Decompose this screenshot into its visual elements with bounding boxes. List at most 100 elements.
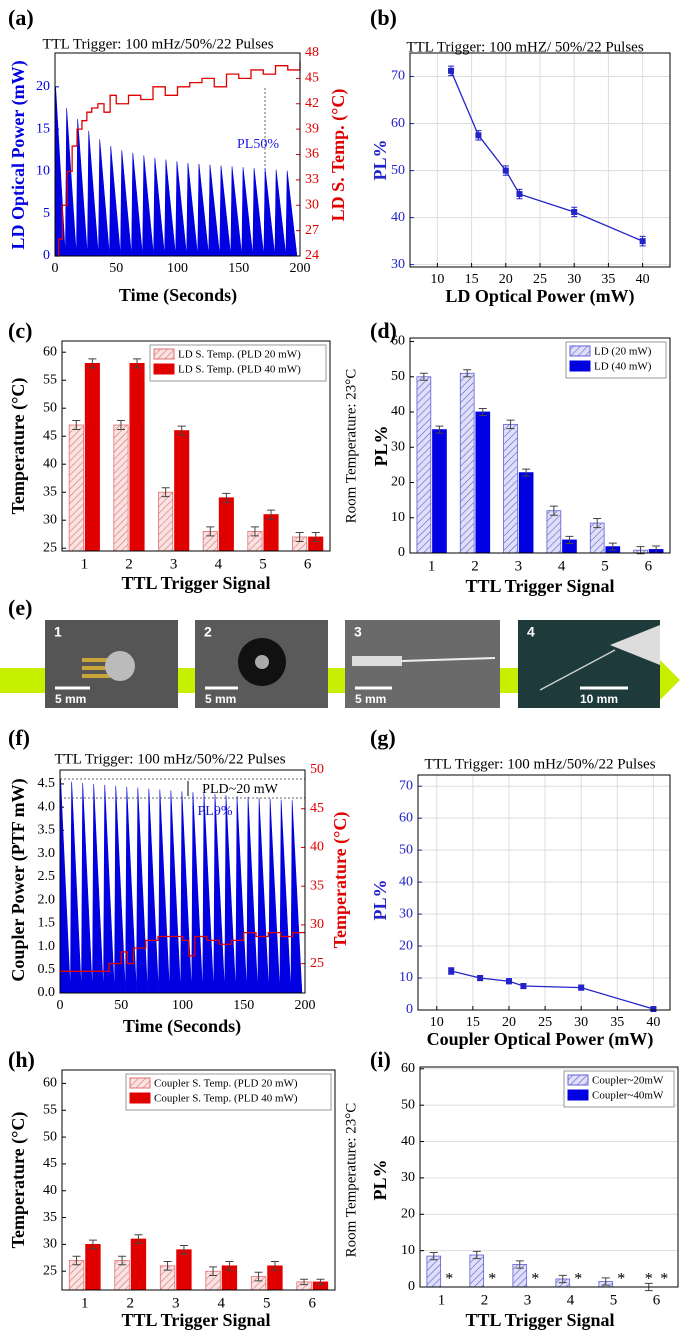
bar	[68, 424, 84, 552]
scale-label: 10 mm	[580, 692, 618, 706]
y2-tick-label: 33	[305, 172, 319, 187]
y-tick-label: 2.0	[38, 892, 56, 907]
error-bar	[179, 1244, 188, 1255]
x-tick-label: 15	[465, 272, 479, 287]
y2-tick-label: 36	[305, 147, 319, 162]
photo-number: 3	[354, 624, 362, 640]
error-bar	[270, 1261, 279, 1271]
error-bar	[419, 372, 428, 381]
x-tick-label: 4	[558, 558, 566, 574]
bar	[130, 1238, 147, 1291]
plot-frame	[59, 769, 306, 994]
point	[448, 967, 455, 974]
y-tick-label: 70	[391, 69, 405, 84]
y-tick-label: 20	[399, 938, 413, 953]
y-axis-title: Temperature (°C)	[8, 378, 29, 515]
y-tick-label: 2.5	[38, 869, 56, 884]
y-tick-label: 60	[391, 334, 405, 349]
y2-tick-label: 30	[310, 917, 324, 932]
scale-label: 5 mm	[355, 692, 386, 706]
y-tick-label: 30	[43, 1237, 57, 1252]
panel-label: (f)	[8, 725, 30, 750]
point	[520, 983, 527, 990]
y-tick-label: 10	[401, 1243, 415, 1258]
plot-frame	[54, 52, 301, 257]
y2-tick-label: 40	[310, 840, 324, 855]
y-tick-label: 50	[399, 842, 413, 857]
error-bar	[134, 1234, 143, 1244]
y-tick-label: 60	[399, 810, 413, 825]
y-tick-label: 4.5	[38, 776, 56, 791]
panel-label: (h)	[8, 1047, 35, 1072]
x-tick-label: 3	[172, 1295, 180, 1311]
point	[650, 1006, 657, 1013]
value-label: *	[445, 1271, 453, 1288]
error-bar	[88, 358, 97, 369]
y-tick-label: 30	[391, 439, 405, 454]
y-axis-title: PL%	[370, 1159, 390, 1200]
point	[448, 67, 455, 74]
error-bar	[267, 509, 276, 520]
y-tick-label: 45	[43, 1156, 57, 1171]
y-tick-label: 50	[391, 369, 405, 384]
y-axis-title: LD Optical Power (mW)	[8, 60, 29, 249]
legend-label: LD S. Temp. (PLD 40 mW)	[178, 364, 301, 376]
x-tick-label: 35	[601, 272, 615, 287]
legend-label: Coupler S. Temp. (PLD 20 mW)	[154, 1078, 298, 1090]
y-tick-label: 30	[399, 906, 413, 921]
x-tick-label: 1	[428, 558, 436, 574]
error-bar	[593, 517, 602, 529]
bar	[129, 362, 145, 552]
error-bar	[435, 425, 444, 434]
error-bar	[225, 1261, 234, 1271]
y-tick-label: 15	[36, 121, 50, 136]
legend-swatch	[153, 348, 175, 360]
panel-label: (g)	[370, 725, 396, 750]
value-label: *	[660, 1271, 668, 1288]
x-tick-label: 1	[81, 1295, 89, 1311]
error-bar	[118, 1255, 127, 1266]
x-tick-label: 3	[515, 558, 523, 574]
value-label: *	[574, 1271, 582, 1288]
chart-title: TTL Trigger: 100 mHz/50%/22 Pulses	[54, 751, 285, 767]
error-bar	[163, 1261, 172, 1271]
legend-swatch	[567, 1074, 589, 1086]
y-tick-label: 3.5	[38, 823, 56, 838]
y-tick-label: 55	[43, 1102, 57, 1117]
x-axis-title: TTL Trigger Signal	[121, 1310, 270, 1330]
legend-swatch	[129, 1077, 151, 1089]
y-tick-label: 35	[43, 1210, 57, 1225]
x-tick-label: 5	[610, 1292, 618, 1308]
bar	[518, 472, 534, 554]
area	[54, 86, 298, 257]
bar	[158, 491, 174, 552]
y-tick-label: 40	[391, 210, 405, 225]
x-tick-label: 0	[57, 998, 64, 1013]
y-tick-label: 30	[401, 1170, 415, 1185]
y2-axis-title: LD S. Temp. (°C)	[328, 89, 349, 222]
bar	[475, 411, 491, 554]
x-tick-label: 6	[309, 1295, 317, 1311]
x-tick-label: 10	[430, 1015, 444, 1030]
bar	[546, 510, 562, 554]
annotation: PL9%	[198, 804, 233, 819]
photo: 4 10 mm	[518, 620, 660, 708]
y-tick-label: 0.0	[38, 985, 56, 1000]
error-bar	[565, 535, 574, 544]
x-tick-label: 10	[430, 272, 444, 287]
y2-tick-label: 45	[305, 71, 319, 86]
area	[59, 779, 303, 994]
x-tick-label: 25	[533, 272, 547, 287]
y2-tick-label: 48	[305, 45, 319, 60]
error-bar	[133, 358, 142, 369]
y-tick-label: 25	[43, 540, 57, 555]
y-tick-label: 60	[43, 1076, 57, 1091]
scale-label: 5 mm	[55, 692, 86, 706]
x-tick-label: 5	[259, 556, 267, 572]
plot-frame	[61, 340, 331, 552]
x-tick-label: 6	[645, 558, 653, 574]
x-tick-label: 100	[167, 261, 188, 276]
x-tick-label: 20	[502, 1015, 516, 1030]
x-tick-label: 2	[125, 556, 133, 572]
